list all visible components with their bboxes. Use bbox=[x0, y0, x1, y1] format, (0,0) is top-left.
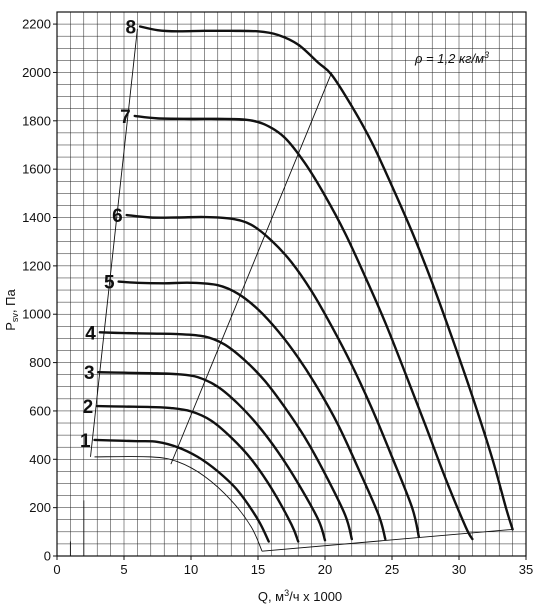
curve-label-3: 3 bbox=[84, 363, 95, 384]
curve-4 bbox=[98, 331, 353, 541]
y-tick-label: 1800 bbox=[22, 113, 51, 128]
y-tick-label: 1000 bbox=[22, 307, 51, 322]
y-tick-label: 1400 bbox=[22, 210, 51, 225]
boundary-line bbox=[90, 28, 138, 457]
x-tick-label: 25 bbox=[385, 562, 399, 577]
curve-1 bbox=[93, 438, 270, 543]
curve-series bbox=[93, 25, 514, 543]
x-axis-ticks: 0 5 10 15 20 25 30 35 bbox=[53, 556, 533, 577]
x-tick-label: 35 bbox=[519, 562, 533, 577]
boundary-line bbox=[170, 72, 333, 465]
curve-6 bbox=[125, 213, 420, 538]
operating-region-boundaries bbox=[69, 28, 513, 556]
y-tick-label: 200 bbox=[29, 500, 51, 515]
y-tick-label: 2200 bbox=[22, 17, 51, 32]
curve-label-6: 6 bbox=[112, 206, 123, 227]
boundary-line bbox=[261, 528, 513, 552]
curve-3 bbox=[97, 371, 327, 542]
y-tick-label: 1600 bbox=[22, 162, 51, 177]
y-axis-label: Psv, Па bbox=[3, 289, 20, 331]
curve-2 bbox=[96, 404, 300, 543]
y-tick-label: 400 bbox=[29, 452, 51, 467]
y-tick-label: 0 bbox=[44, 549, 51, 564]
x-tick-label: 10 bbox=[184, 562, 198, 577]
plot-frame bbox=[56, 11, 527, 557]
y-tick-label: 2000 bbox=[22, 65, 51, 80]
curve-label-1: 1 bbox=[80, 431, 91, 452]
curve-7 bbox=[133, 114, 474, 541]
boundary-line bbox=[94, 456, 263, 552]
curve-label-4: 4 bbox=[85, 323, 96, 344]
y-tick-label: 800 bbox=[29, 355, 51, 370]
curve-5 bbox=[117, 280, 387, 541]
air-density-annotation: ρ = 1,2 кг/м3 bbox=[414, 50, 489, 66]
curve-label-7: 7 bbox=[120, 107, 131, 128]
curve-label-8: 8 bbox=[126, 18, 137, 39]
curve-8 bbox=[138, 25, 514, 531]
curve-label-5: 5 bbox=[104, 273, 115, 294]
y-axis-ticks: 0 200 400 600 800 1000 1200 1400 1600 1800 2000 220… bbox=[22, 17, 57, 564]
x-tick-label: 20 bbox=[318, 562, 332, 577]
x-axis-label: Q, м3/ч x 1000 bbox=[258, 588, 342, 604]
curve-label-2: 2 bbox=[83, 397, 94, 418]
y-tick-label: 600 bbox=[29, 403, 51, 418]
y-tick-label: 1200 bbox=[22, 258, 51, 273]
x-tick-label: 15 bbox=[251, 562, 265, 577]
x-tick-label: 30 bbox=[452, 562, 466, 577]
x-tick-label: 0 bbox=[53, 562, 60, 577]
curve-labels: 1 2 3 4 5 6 7 8 bbox=[80, 18, 136, 452]
x-tick-label: 5 bbox=[120, 562, 127, 577]
